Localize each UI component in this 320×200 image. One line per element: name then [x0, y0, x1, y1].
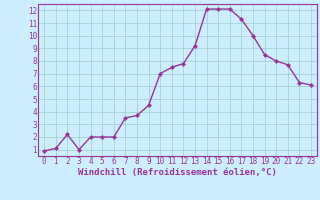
X-axis label: Windchill (Refroidissement éolien,°C): Windchill (Refroidissement éolien,°C) — [78, 168, 277, 177]
